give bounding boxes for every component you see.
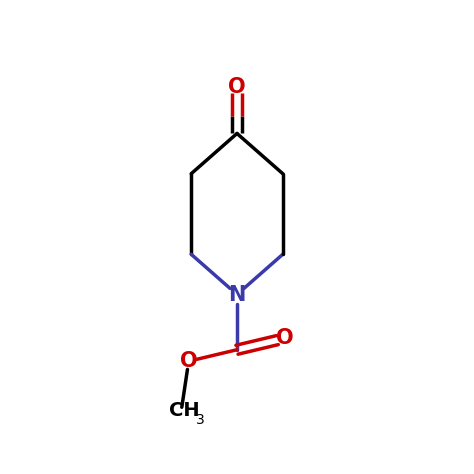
Text: O: O bbox=[276, 328, 294, 348]
Text: 3: 3 bbox=[196, 413, 205, 427]
Text: O: O bbox=[180, 351, 198, 371]
Text: O: O bbox=[228, 77, 246, 98]
Text: N: N bbox=[228, 284, 246, 304]
Text: CH: CH bbox=[169, 401, 200, 420]
